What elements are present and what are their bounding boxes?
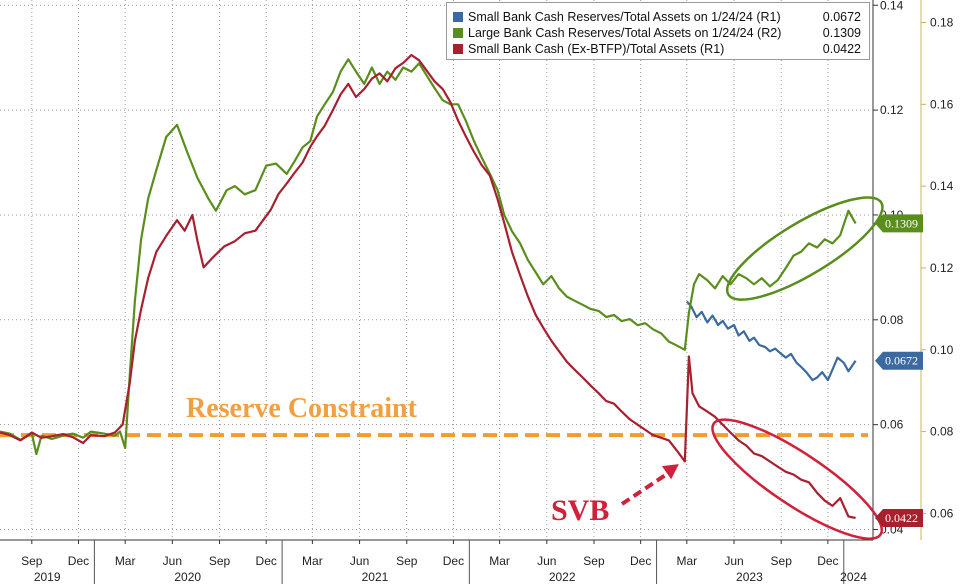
x-axis-month-label: Sep bbox=[583, 554, 605, 568]
right-axis-tick-label: 0.14 bbox=[930, 179, 954, 193]
x-axis-month-label: Jun bbox=[724, 554, 743, 568]
right-axis-tick-label: 0.16 bbox=[930, 97, 954, 111]
x-axis-month-label: Mar bbox=[489, 554, 510, 568]
last-value-badge-label: 0.0422 bbox=[885, 511, 918, 525]
legend-item-small-bank-ex-btfp: Small Bank Cash (Ex-BTFP)/Total Assets (… bbox=[453, 41, 861, 57]
x-axis-month-label: Dec bbox=[630, 554, 651, 568]
x-axis-month-label: Dec bbox=[817, 554, 838, 568]
highlight-ellipse bbox=[711, 418, 884, 540]
x-axis-year-label: 2021 bbox=[362, 570, 389, 584]
legend-item-small-bank-reserves: Small Bank Cash Reserves/Total Assets on… bbox=[453, 9, 861, 25]
x-axis-month-label: Sep bbox=[396, 554, 418, 568]
last-value-badge bbox=[875, 508, 923, 527]
last-value-badge-label: 0.0672 bbox=[885, 354, 918, 368]
last-value-badge-label: 0.1309 bbox=[885, 216, 918, 230]
right-axis-tick-label: 0.18 bbox=[930, 16, 954, 30]
right-axis-tick-label: 0.08 bbox=[930, 425, 954, 439]
right-axis-tick-label: 0.10 bbox=[930, 343, 954, 357]
x-axis-year-label: 2020 bbox=[174, 570, 201, 584]
x-axis-month-label: Jun bbox=[537, 554, 556, 568]
x-axis-month-label: Dec bbox=[68, 554, 89, 568]
x-axis-month-label: Dec bbox=[256, 554, 277, 568]
legend-item-large-bank-reserves: Large Bank Cash Reserves/Total Assets on… bbox=[453, 25, 861, 41]
legend-label: Small Bank Cash Reserves/Total Assets on… bbox=[468, 10, 781, 24]
x-axis-month-label: Sep bbox=[209, 554, 231, 568]
left-axis-tick-label: 0.08 bbox=[880, 313, 904, 327]
right-axis-tick-label: 0.06 bbox=[930, 506, 954, 520]
x-axis-month-label: Sep bbox=[21, 554, 43, 568]
right-axis-tick-label: 0.12 bbox=[930, 261, 954, 275]
x-axis-year-label: 2024 bbox=[840, 570, 867, 584]
x-axis-month-label: Jun bbox=[350, 554, 369, 568]
left-axis-tick-label: 0.12 bbox=[880, 103, 904, 117]
legend-swatch bbox=[453, 12, 463, 22]
x-axis-year-label: 2023 bbox=[736, 570, 763, 584]
x-axis-month-label: Mar bbox=[676, 554, 697, 568]
x-axis-year-label: 2022 bbox=[549, 570, 576, 584]
legend-value: 0.1309 bbox=[822, 26, 861, 40]
small-bank-reserves-line bbox=[685, 300, 857, 382]
legend: Small Bank Cash Reserves/Total Assets on… bbox=[446, 2, 870, 60]
svb-arrow-head bbox=[661, 464, 679, 480]
x-axis-month-label: Sep bbox=[771, 554, 793, 568]
x-axis-month-label: Mar bbox=[115, 554, 136, 568]
x-axis-month-label: Jun bbox=[163, 554, 182, 568]
legend-label: Large Bank Cash Reserves/Total Assets on… bbox=[468, 26, 782, 40]
last-value-badge bbox=[875, 351, 923, 370]
legend-label: Small Bank Cash (Ex-BTFP)/Total Assets (… bbox=[468, 42, 725, 56]
left-axis-tick-label: 0.06 bbox=[880, 418, 904, 432]
x-axis-month-label: Dec bbox=[443, 554, 464, 568]
legend-value: 0.0672 bbox=[822, 10, 861, 24]
svb-label: SVB bbox=[551, 494, 609, 527]
x-axis-month-label: Mar bbox=[302, 554, 323, 568]
highlight-ellipse bbox=[725, 196, 884, 301]
x-axis-year-label: 2019 bbox=[34, 570, 61, 584]
svb-arrow-shaft bbox=[620, 468, 674, 506]
legend-swatch bbox=[453, 44, 463, 54]
legend-swatch bbox=[453, 28, 463, 38]
legend-value: 0.0422 bbox=[822, 42, 861, 56]
reserve-constraint-label: Reserve Constraint bbox=[186, 393, 418, 424]
last-value-badge bbox=[875, 214, 923, 233]
left-axis-tick-label: 0.14 bbox=[880, 0, 904, 12]
